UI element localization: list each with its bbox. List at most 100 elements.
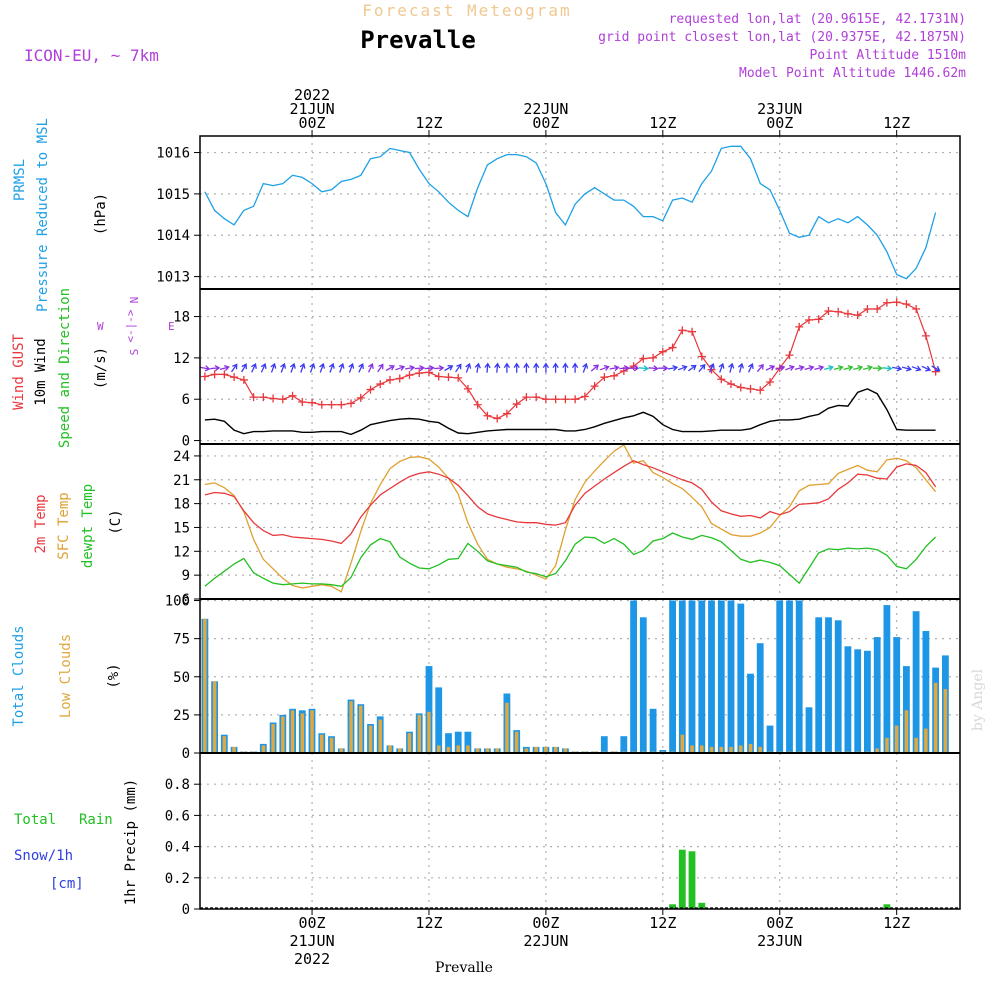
wind-arrow: [503, 362, 511, 373]
low-cloud-bar: [378, 719, 382, 753]
low-cloud-bar: [427, 711, 431, 753]
temp-dew-label: dewpt Temp: [80, 484, 96, 568]
low-cloud-bar: [485, 748, 490, 753]
gust-marker: [522, 393, 531, 402]
total-cloud-bar: [669, 600, 676, 753]
gust-marker: [688, 327, 697, 336]
pressure-ytick-label: 1016: [156, 146, 190, 162]
gust-marker: [756, 386, 765, 395]
precip-ylabel: 1hr Precip (mm): [123, 779, 139, 905]
top-time-label: 00Z: [766, 114, 793, 132]
gust-marker: [727, 380, 736, 389]
wind-arrow: [862, 364, 873, 372]
gust-marker: [921, 331, 930, 340]
clouds-ytick-label: 50: [173, 670, 190, 686]
low-cloud-bar: [495, 748, 499, 753]
low-cloud-bar: [700, 745, 704, 753]
total-cloud-bar: [747, 673, 754, 753]
low-cloud-bar: [437, 745, 441, 753]
low-cloud-bar: [320, 734, 324, 753]
wind-arrow: [667, 364, 679, 372]
gust-marker: [278, 395, 287, 404]
gust-marker: [210, 370, 219, 379]
wind-arrow: [823, 364, 834, 372]
gust-marker: [395, 374, 404, 383]
low-cloud-bar: [875, 748, 879, 753]
gust-marker: [571, 395, 580, 404]
pressure-ytick-label: 1013: [156, 270, 190, 286]
wind-arrow: [775, 364, 786, 372]
gust-marker: [317, 400, 326, 409]
wind-arrow: [658, 365, 669, 372]
low-cloud-bar: [524, 748, 529, 753]
gust-marker: [717, 375, 726, 384]
total-cloud-bar: [698, 600, 706, 753]
total-cloud-bar: [805, 707, 813, 753]
wind-arrow: [843, 364, 854, 372]
wind-arrow: [609, 364, 620, 372]
low-cloud-bar: [709, 746, 714, 753]
wind-speed-dir-label: Speed and Direction: [57, 288, 73, 448]
gust-marker: [834, 307, 843, 316]
low-cloud-bar: [310, 710, 314, 753]
gust-marker: [697, 352, 706, 361]
wind-arrow: [200, 365, 211, 372]
total-cloud-bar: [786, 600, 793, 753]
pressure-line: [204, 145, 937, 280]
wind-arrow: [289, 362, 296, 373]
wind-arrow: [698, 363, 706, 373]
rain-bar: [688, 851, 696, 909]
gust-marker: [298, 397, 307, 406]
gust-marker: [444, 373, 453, 382]
gust-marker: [308, 398, 317, 407]
wind-arrow: [882, 365, 893, 372]
gust-marker: [532, 393, 541, 402]
wind-arrow: [241, 363, 247, 373]
wind-arrow: [921, 365, 932, 372]
gust-marker: [658, 347, 667, 356]
wind-arrow: [737, 362, 745, 373]
footer-place: Prevalle: [435, 960, 493, 976]
gust-marker: [259, 393, 268, 402]
gust-marker: [639, 354, 648, 363]
clouds-unit: (%): [106, 663, 122, 688]
rain-bar: [678, 849, 686, 909]
wind-ytick-label: 18: [173, 310, 190, 326]
wind-arrow: [748, 363, 754, 373]
top-time-label: 12Z: [415, 114, 442, 132]
wind-arrow: [571, 362, 579, 373]
total-cloud-bar: [425, 666, 433, 753]
info-point-altitude: Point Altitude 1510m: [809, 48, 966, 63]
wind-arrow: [219, 364, 230, 372]
gust-marker: [649, 353, 658, 362]
low-clouds-label: Low Clouds: [58, 634, 74, 718]
temp-2m-label: 2m Temp: [33, 494, 49, 553]
wind-arrow: [765, 365, 776, 371]
bottom-time-label: 2022: [294, 950, 330, 968]
low-cloud-bar: [505, 702, 509, 753]
low-cloud-bar: [232, 746, 236, 753]
wind-speed-line: [204, 388, 936, 436]
low-cloud-bar: [398, 748, 402, 753]
wind-arrow: [358, 363, 364, 373]
gust-marker: [415, 369, 424, 378]
low-cloud-bar: [544, 746, 548, 753]
top-time-label: 12Z: [883, 114, 910, 132]
total-cloud-bar: [776, 600, 784, 753]
total-cloud-bar: [630, 600, 637, 753]
total-cloud-bar: [464, 731, 472, 753]
compass-east: E: [168, 320, 175, 333]
gust-marker: [912, 304, 921, 313]
low-cloud-bar: [446, 746, 451, 753]
wind-unit: (m/s): [93, 347, 109, 389]
bottom-time-label: 00Z: [299, 914, 326, 932]
wind-arrow: [484, 362, 491, 373]
wind-arrow: [648, 365, 659, 372]
low-cloud-bar: [407, 733, 412, 753]
wind-arrow: [756, 363, 764, 373]
wind-arrow: [718, 362, 725, 373]
low-cloud-bar: [417, 714, 421, 753]
clouds-ytick-label: 100: [165, 594, 190, 610]
temp-ytick-label: 18: [173, 497, 190, 513]
wind-arrow: [368, 363, 374, 373]
